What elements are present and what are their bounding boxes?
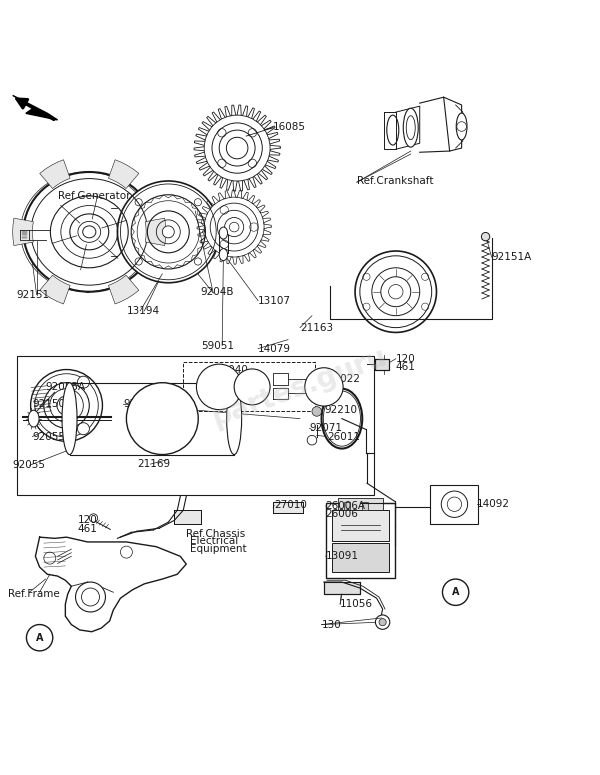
Text: 26006A: 26006A xyxy=(326,501,366,511)
Text: 9204B: 9204B xyxy=(200,287,233,297)
Circle shape xyxy=(376,615,390,629)
Text: 92055B: 92055B xyxy=(32,432,73,442)
Circle shape xyxy=(229,222,239,232)
Text: Electrical: Electrical xyxy=(190,536,238,546)
Text: 59051: 59051 xyxy=(201,340,234,350)
Polygon shape xyxy=(145,218,166,246)
Circle shape xyxy=(305,368,343,406)
Circle shape xyxy=(77,376,89,388)
Circle shape xyxy=(31,370,103,442)
Bar xyxy=(17,356,374,495)
Text: 92055: 92055 xyxy=(124,399,157,409)
Circle shape xyxy=(441,491,467,518)
Polygon shape xyxy=(109,160,139,188)
Text: 21040: 21040 xyxy=(223,374,256,384)
Circle shape xyxy=(204,115,270,181)
Circle shape xyxy=(89,514,98,522)
Polygon shape xyxy=(273,502,303,513)
Text: 13194: 13194 xyxy=(127,306,160,316)
Polygon shape xyxy=(40,160,70,188)
Text: 120: 120 xyxy=(77,515,97,525)
Text: 21040: 21040 xyxy=(215,364,248,374)
Ellipse shape xyxy=(387,115,399,145)
Bar xyxy=(326,503,395,578)
Text: 92151A: 92151A xyxy=(491,252,532,262)
Circle shape xyxy=(307,436,317,445)
Text: 26006: 26006 xyxy=(326,509,359,518)
Bar xyxy=(183,363,315,412)
Polygon shape xyxy=(375,359,389,370)
Ellipse shape xyxy=(23,172,155,291)
Circle shape xyxy=(234,369,270,405)
Text: 130: 130 xyxy=(322,619,341,629)
Text: 461: 461 xyxy=(396,362,416,372)
Text: 92150: 92150 xyxy=(32,399,65,409)
Polygon shape xyxy=(13,95,58,120)
Polygon shape xyxy=(324,582,360,594)
Text: 26011: 26011 xyxy=(328,432,361,442)
Text: 14092: 14092 xyxy=(476,498,509,508)
Text: 21163: 21163 xyxy=(300,322,333,332)
Ellipse shape xyxy=(403,109,418,147)
Text: 16085: 16085 xyxy=(273,122,306,132)
Text: 92055: 92055 xyxy=(13,460,46,470)
Ellipse shape xyxy=(456,113,467,140)
Polygon shape xyxy=(174,510,201,524)
Polygon shape xyxy=(109,275,139,304)
Bar xyxy=(338,498,383,510)
Text: Ref.Generator: Ref.Generator xyxy=(58,191,130,201)
Text: 92055A: 92055A xyxy=(46,383,86,392)
Ellipse shape xyxy=(227,383,242,455)
Ellipse shape xyxy=(219,227,227,239)
Circle shape xyxy=(204,197,264,257)
Text: A: A xyxy=(452,587,460,598)
Circle shape xyxy=(76,582,106,612)
Bar xyxy=(332,543,389,572)
Circle shape xyxy=(442,579,469,605)
Text: Equipment: Equipment xyxy=(190,544,247,554)
Text: 27010: 27010 xyxy=(274,501,307,511)
Text: Ref.Crankshaft: Ref.Crankshaft xyxy=(357,176,433,186)
Circle shape xyxy=(319,382,329,391)
Circle shape xyxy=(77,422,89,435)
Bar xyxy=(332,510,389,541)
Text: 21169: 21169 xyxy=(137,459,170,469)
Circle shape xyxy=(163,226,174,238)
Text: 92022: 92022 xyxy=(327,374,360,384)
Text: A: A xyxy=(36,632,43,642)
Text: 92071: 92071 xyxy=(310,423,343,433)
Text: 92151: 92151 xyxy=(16,290,49,300)
Text: 13091: 13091 xyxy=(326,551,359,561)
Ellipse shape xyxy=(322,389,362,449)
Text: partes.guru: partes.guru xyxy=(208,343,392,432)
Circle shape xyxy=(379,618,386,625)
Text: 14079: 14079 xyxy=(258,343,291,353)
Circle shape xyxy=(312,407,322,416)
Ellipse shape xyxy=(83,226,96,238)
Circle shape xyxy=(26,625,53,651)
Polygon shape xyxy=(40,275,70,304)
Circle shape xyxy=(196,364,242,410)
Ellipse shape xyxy=(28,410,39,427)
Circle shape xyxy=(481,232,490,241)
Bar xyxy=(362,502,368,510)
Circle shape xyxy=(118,181,219,283)
Ellipse shape xyxy=(62,383,77,455)
Ellipse shape xyxy=(219,249,227,260)
Text: 13107: 13107 xyxy=(258,296,291,305)
Text: Ref.Chassis: Ref.Chassis xyxy=(186,529,245,539)
Polygon shape xyxy=(13,218,34,246)
Text: 461: 461 xyxy=(77,524,97,534)
Text: 11056: 11056 xyxy=(340,599,373,609)
Bar xyxy=(344,502,350,510)
Circle shape xyxy=(355,251,436,332)
Text: 120: 120 xyxy=(396,353,416,363)
Bar xyxy=(430,485,478,524)
Text: 92210: 92210 xyxy=(324,405,357,415)
Circle shape xyxy=(127,383,198,455)
Text: Ref.Frame: Ref.Frame xyxy=(8,589,59,599)
